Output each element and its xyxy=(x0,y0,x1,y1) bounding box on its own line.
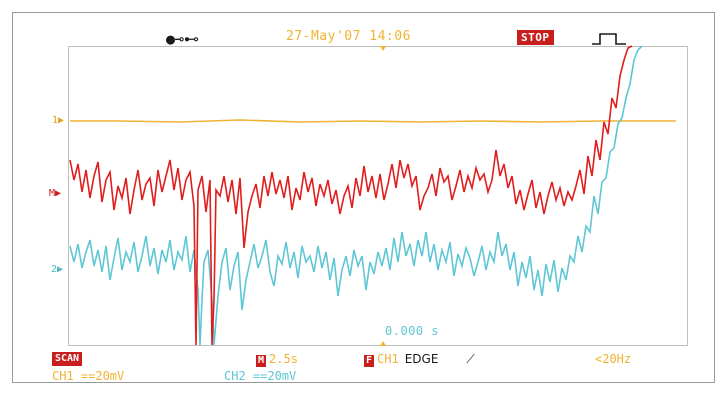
datetime-display: 27-May'07 14:06 xyxy=(286,29,411,44)
trigger-type: EDGE xyxy=(404,352,439,366)
run-state-badge[interactable]: STOP xyxy=(517,30,554,45)
scope-header: ●⊸⊷ 27-May'07 14:06 STOP xyxy=(0,0,727,48)
trigger-pulse-icon xyxy=(592,33,626,45)
trigger-readout[interactable]: F CH1 EDGE ⟋ xyxy=(364,352,475,367)
ch2-ground-marker: 2▶ xyxy=(51,264,64,275)
channel-bar: CH1 ==20mV CH2 ==20mV xyxy=(52,369,712,383)
frequency-readout: <20Hz xyxy=(595,352,632,366)
ch1-ground-marker: 1▶ xyxy=(52,115,65,126)
ch1-scale-readout[interactable]: CH1 ==20mV xyxy=(52,369,125,383)
usb-icon: ●⊸⊷ xyxy=(166,30,200,48)
trigger-slope-icon: ⟋ xyxy=(466,352,475,366)
math-ground-marker: M▶ xyxy=(49,188,62,199)
trigger-time-offset: 0.000 s xyxy=(385,324,440,338)
timebase-marker: M xyxy=(256,355,267,367)
timebase-value: 2.5s xyxy=(269,352,298,366)
ch2-scale-readout[interactable]: CH2 ==20mV xyxy=(224,369,297,383)
waveform-grid xyxy=(68,46,688,346)
timebase-readout[interactable]: M 2.5s xyxy=(256,352,298,367)
trigger-source: CH1 xyxy=(377,352,399,366)
trigger-source-marker: F xyxy=(364,355,375,367)
status-bar: SCAN M 2.5s F CH1 EDGE ⟋ <20Hz xyxy=(52,352,712,367)
acquisition-mode-badge[interactable]: SCAN xyxy=(52,352,83,366)
